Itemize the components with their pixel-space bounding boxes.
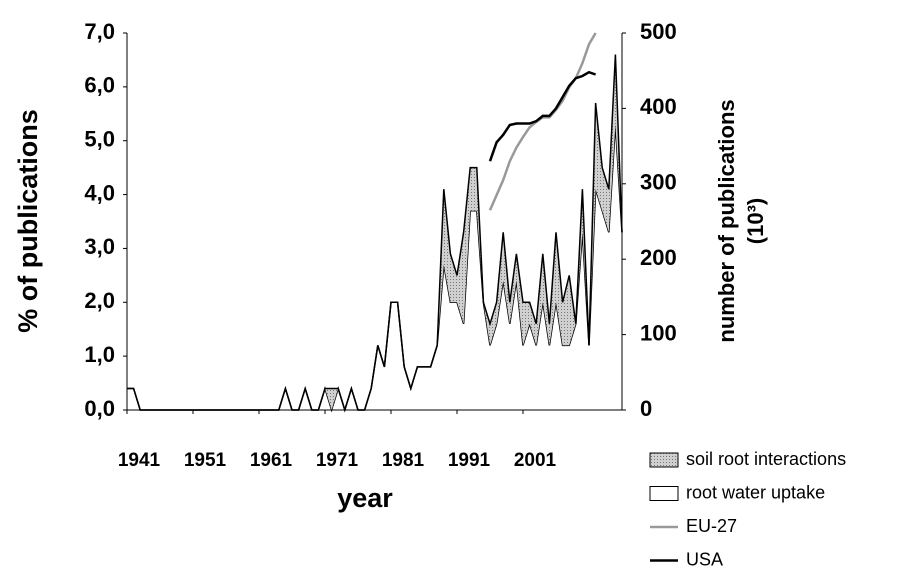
y-tick-label: 3,0: [84, 234, 115, 259]
y2-tick-label: 400: [640, 94, 677, 119]
y-tick-label: 1,0: [84, 342, 115, 367]
y-tick-label: 4,0: [84, 180, 115, 205]
y2-tick-label: 100: [640, 320, 677, 345]
line: [488, 32, 597, 211]
line: [488, 70, 597, 162]
y-tick-label: 2,0: [84, 288, 115, 313]
x-tick-label: 2001: [514, 450, 557, 471]
y2-tick-label: 200: [640, 245, 677, 270]
y-axis-label: % of publications: [13, 109, 43, 333]
area: [127, 124, 622, 410]
y-tick-label: 7,0: [84, 19, 115, 44]
y2-axis-label: (10³): [743, 198, 768, 244]
legend-swatch: [649, 452, 679, 468]
y-tick-label: 5,0: [84, 127, 115, 152]
x-tick-label: 1971: [316, 450, 359, 471]
x-tick-label: 1981: [382, 450, 425, 471]
y-tick-label: 0,0: [84, 396, 115, 421]
x-tick-label: 1941: [118, 450, 161, 471]
y-tick-label: 6,0: [84, 73, 115, 98]
x-tick-label: 1961: [250, 450, 293, 471]
y2-tick-label: 0: [640, 396, 652, 421]
y2-tick-label: 300: [640, 170, 677, 195]
y2-axis-label: number of publications: [714, 99, 739, 342]
legend-label: USA: [686, 549, 723, 569]
legend-label: soil root interactions: [686, 449, 846, 469]
x-tick-label: 1991: [448, 450, 491, 471]
legend-swatch: [649, 486, 679, 501]
legend-label: root water uptake: [686, 482, 825, 502]
x-axis-label: year: [337, 483, 393, 513]
legend-label: EU-27: [686, 516, 737, 536]
x-tick-label: 1951: [184, 450, 227, 471]
y2-tick-label: 500: [640, 19, 677, 44]
